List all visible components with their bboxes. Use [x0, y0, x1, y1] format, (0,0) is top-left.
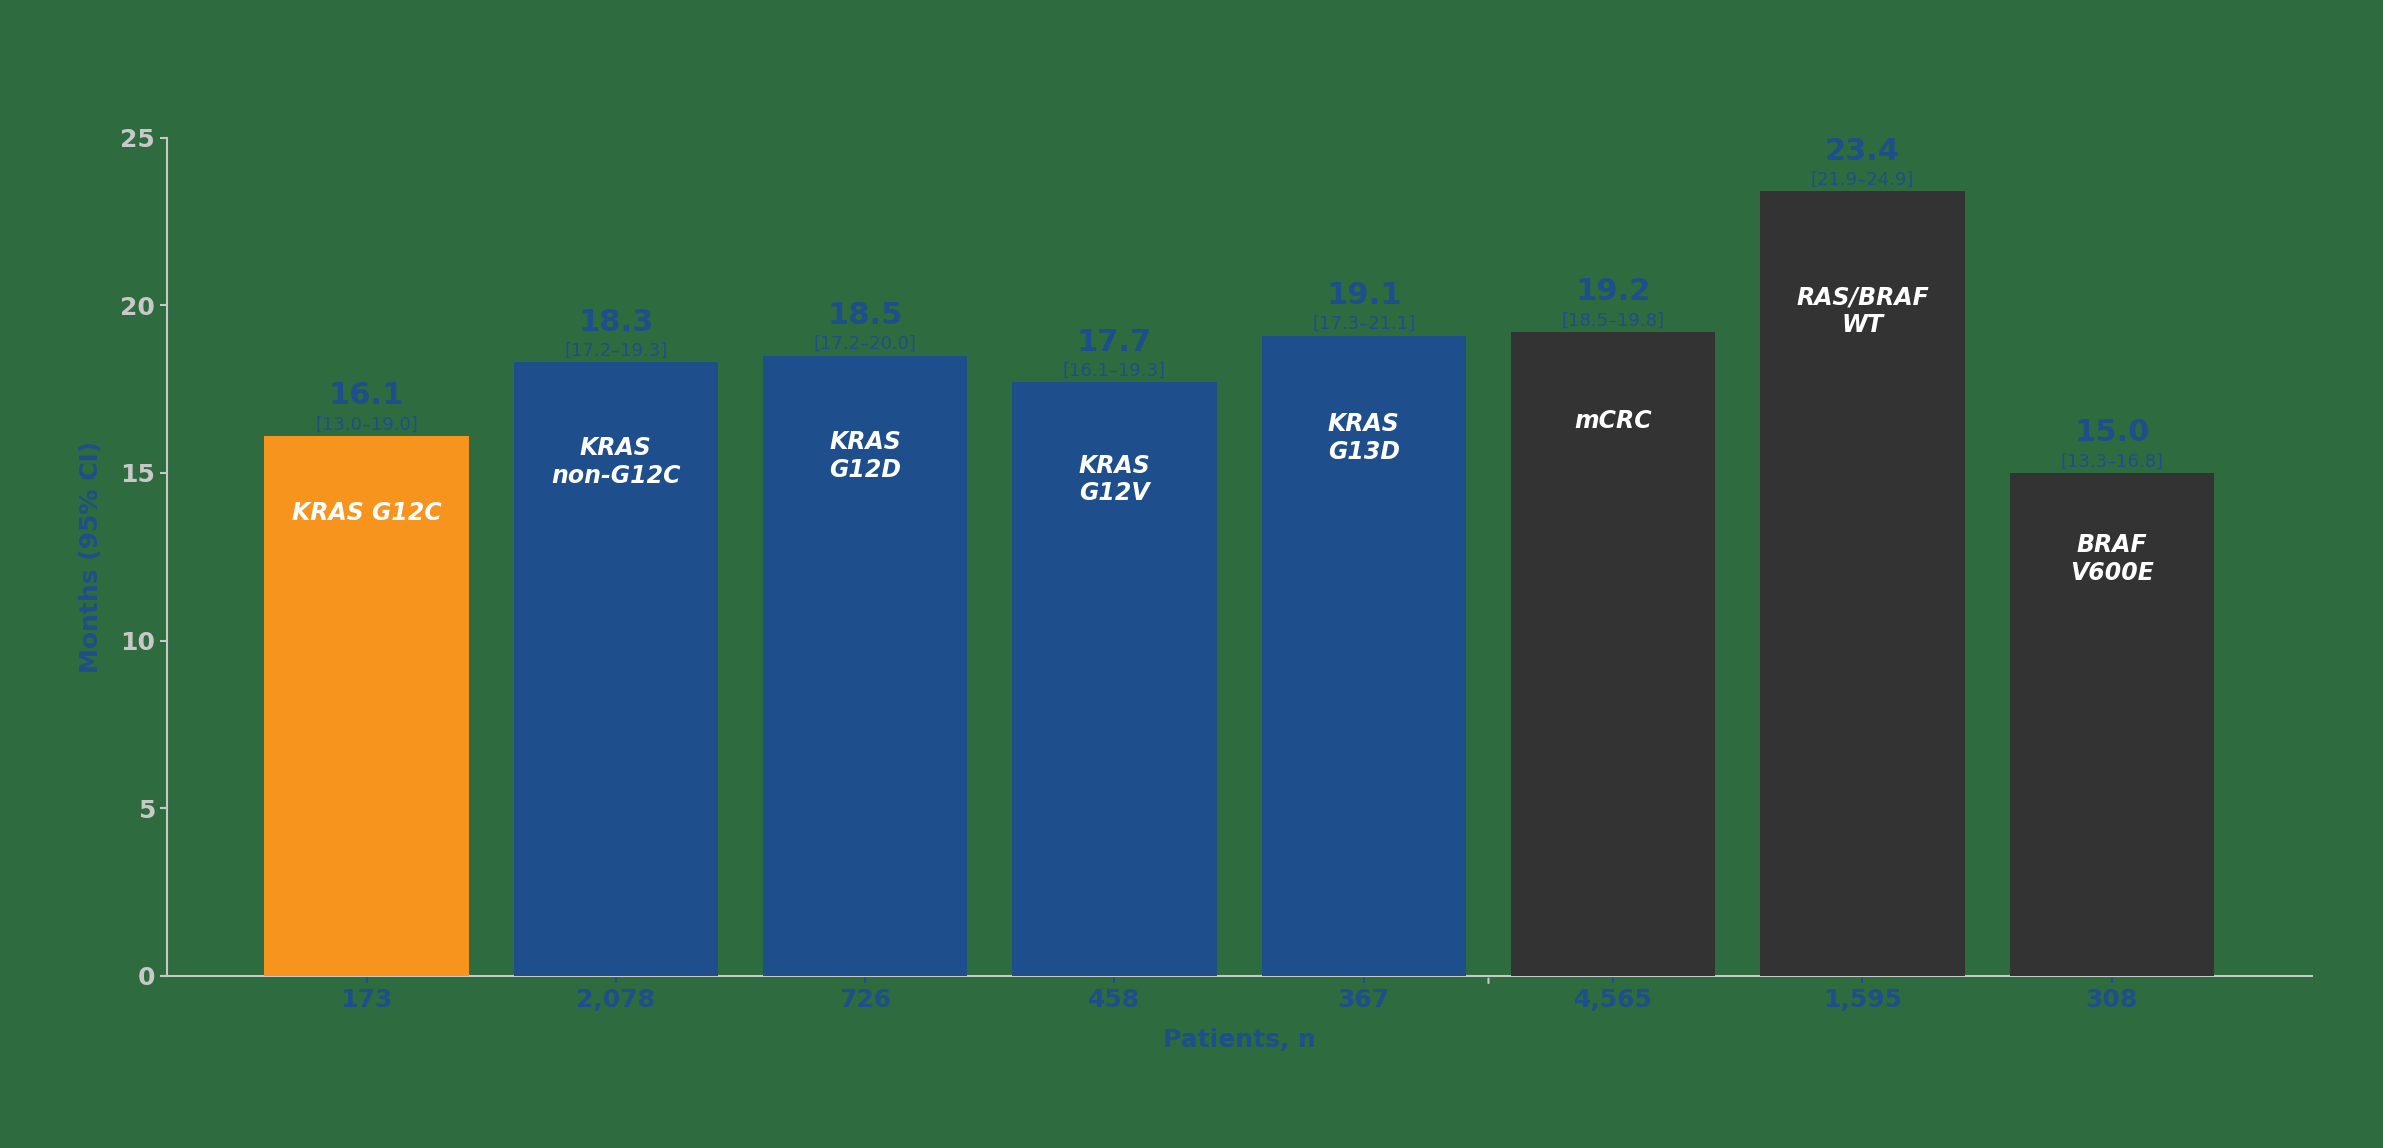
- Text: KRAS
G12V: KRAS G12V: [1079, 453, 1151, 505]
- Text: 16.1: 16.1: [329, 381, 405, 410]
- Text: KRAS
non-G12C: KRAS non-G12C: [550, 436, 682, 488]
- Bar: [1013, 382, 1218, 976]
- Bar: [515, 363, 717, 976]
- Text: 23.4: 23.4: [1825, 137, 1899, 165]
- Text: 15.0: 15.0: [2073, 418, 2149, 448]
- Text: mCRC: mCRC: [1575, 410, 1651, 434]
- Text: [21.9–24.9]: [21.9–24.9]: [1811, 171, 1914, 188]
- Text: [13.0–19.0]: [13.0–19.0]: [315, 416, 417, 433]
- Text: KRAS
G12D: KRAS G12D: [829, 430, 901, 482]
- Bar: [265, 436, 469, 976]
- Text: [18.5–19.8]: [18.5–19.8]: [1561, 311, 1666, 329]
- Text: 18.3: 18.3: [579, 308, 653, 336]
- Text: [16.1–19.3]: [16.1–19.3]: [1063, 362, 1165, 380]
- Bar: [763, 356, 967, 976]
- Text: [13.3–16.8]: [13.3–16.8]: [2061, 452, 2164, 471]
- Text: KRAS
G13D: KRAS G13D: [1327, 412, 1399, 464]
- X-axis label: Patients, n: Patients, n: [1163, 1029, 1315, 1053]
- Text: KRAS G12C: KRAS G12C: [291, 501, 441, 525]
- Bar: [1261, 335, 1466, 976]
- Text: 19.2: 19.2: [1575, 278, 1651, 307]
- Text: [17.2–20.0]: [17.2–20.0]: [813, 335, 917, 352]
- Text: [17.2–19.3]: [17.2–19.3]: [565, 342, 667, 359]
- Text: 19.1: 19.1: [1325, 281, 1401, 310]
- Text: 18.5: 18.5: [827, 301, 903, 329]
- Text: 17.7: 17.7: [1077, 327, 1151, 357]
- Text: RAS/BRAF
WT: RAS/BRAF WT: [1797, 286, 1928, 338]
- Text: BRAF
V600E: BRAF V600E: [2071, 534, 2154, 585]
- Bar: [1511, 332, 1716, 976]
- Bar: [1761, 192, 1964, 976]
- Bar: [2009, 473, 2214, 976]
- Y-axis label: Months (95% CI): Months (95% CI): [79, 441, 102, 673]
- Text: [17.3–21.1]: [17.3–21.1]: [1313, 315, 1416, 333]
